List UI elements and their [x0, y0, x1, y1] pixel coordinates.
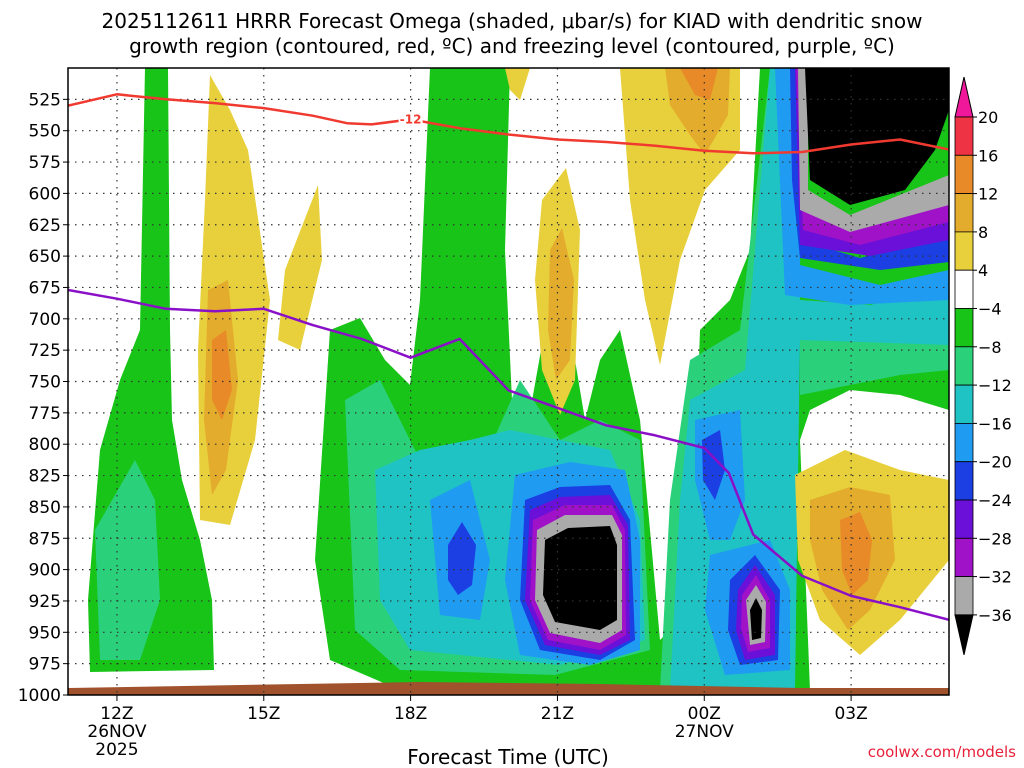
- colorbar-label: −24: [978, 491, 1012, 510]
- x-tick-label: 18Z: [394, 704, 427, 724]
- dgz-contour-label: -12: [400, 112, 422, 126]
- omega-region-cyan-right: [670, 68, 949, 690]
- dgz-label-bg: [398, 111, 423, 126]
- dgz-contour-line: [68, 93, 949, 155]
- y-tick-label: 925: [29, 592, 61, 612]
- x-tick-label: 03Z: [834, 704, 867, 724]
- y-tick-label: 525: [29, 90, 61, 110]
- x-tick-date: 27NOV: [675, 722, 734, 742]
- y-tick-label: 600: [29, 184, 61, 204]
- colorbar-label: 16: [978, 146, 998, 165]
- y-tick-label: 575: [29, 153, 61, 173]
- x-tick-label: 12Z: [100, 704, 133, 724]
- colorbar-top-cap: [954, 76, 974, 118]
- colorbar-label: −28: [978, 529, 1012, 548]
- y-tick-label: 750: [29, 373, 61, 393]
- colorbar-bin: [954, 422, 974, 463]
- y-tick-label: 625: [29, 216, 61, 236]
- y-tick-label: 650: [29, 247, 61, 267]
- colorbar-label: −20: [978, 453, 1012, 472]
- colorbar-bin: [954, 308, 974, 348]
- colorbar-bin: [954, 193, 974, 233]
- omega-region-orange-c: [840, 512, 872, 595]
- colorbar-bin: [954, 384, 974, 424]
- x-tick-year: 2025: [95, 740, 138, 760]
- colorbar-bin: [954, 269, 974, 309]
- colorbar-bin: [954, 154, 974, 195]
- omega-region-blue-upper: [790, 68, 949, 270]
- y-tick-label: 550: [29, 122, 61, 142]
- chart-title-line2: growth region (contoured, red, ºC) and f…: [129, 34, 895, 58]
- colorbar: 20 16 12 8 4 −4 −8 −12 −16 −20 −24 −28 −32 −36: [954, 76, 1012, 656]
- colorbar-bin: [954, 537, 974, 577]
- colorbar-bin: [954, 576, 974, 616]
- colorbar-label: −12: [978, 376, 1012, 395]
- x-tick-label: 00Z: [688, 704, 721, 724]
- colorbar-bin: [954, 116, 974, 156]
- colorbar-bin: [954, 461, 974, 501]
- colorbar-label: −16: [978, 414, 1012, 433]
- colorbar-label: 20: [978, 108, 998, 127]
- y-tick-label: 975: [29, 655, 61, 675]
- colorbar-bin: [954, 499, 974, 539]
- omega-region-black-core: [543, 526, 617, 630]
- colorbar-bottom-cap: [954, 614, 974, 656]
- omega-region-indigo-upper: [795, 68, 949, 256]
- x-tick-label: 21Z: [541, 704, 574, 724]
- omega-region-black-right: [750, 598, 762, 640]
- omega-region-seagreen: [95, 460, 160, 660]
- colorbar-label: −4: [978, 300, 1002, 319]
- y-tick-label: 850: [29, 498, 61, 518]
- x-axis-label: Forecast Time (UTC): [407, 745, 609, 768]
- x-tick-date: 26NOV: [87, 722, 146, 742]
- colorbar-label: −32: [978, 568, 1012, 587]
- omega-region-purple-upper: [796, 68, 949, 245]
- colorbar-label: 12: [978, 185, 998, 204]
- colorbar-label: 8: [978, 223, 988, 242]
- omega-region-blue-left: [448, 522, 476, 595]
- y-tick-label: 950: [29, 623, 61, 643]
- y-tick-label: 825: [29, 467, 61, 487]
- colorbar-label: −36: [978, 606, 1012, 625]
- x-tick-label: 15Z: [247, 704, 280, 724]
- colorbar-bin: [954, 231, 974, 271]
- plot-area: -12 525 550 575 600 625 650 675 700 725 750 775 800…: [18, 67, 950, 760]
- y-tick-label: 800: [29, 435, 61, 455]
- y-tick-label: 675: [29, 278, 61, 298]
- terrain-ground: [68, 682, 949, 695]
- y-tick-label: 875: [29, 529, 61, 549]
- y-tick-label: 900: [29, 561, 61, 581]
- y-tick-label: 700: [29, 310, 61, 330]
- colorbar-label: 4: [978, 261, 988, 280]
- omega-region-goldenrod-b: [548, 228, 574, 380]
- y-tick-label: 775: [29, 404, 61, 424]
- omega-region-gray-upper: [798, 68, 949, 232]
- omega-region-black-upper: [805, 68, 949, 205]
- contour-lines: -12: [68, 93, 949, 622]
- omega-region-orange-b: [680, 68, 718, 100]
- y-axis: 525 550 575 600 625 650 675 700 725 750 775 800 825 8…: [18, 90, 68, 706]
- omega-region-orange-a: [212, 330, 232, 420]
- omega-region-goldenrod-c: [665, 68, 730, 155]
- site-credit: coolwx.com/models: [868, 743, 1016, 761]
- y-tick-label: 1000: [18, 686, 61, 706]
- chart-title-line1: 2025112611 HRRR Forecast Omega (shaded, …: [102, 9, 923, 33]
- freezing-level-line: [68, 288, 949, 622]
- omega-shading: [88, 68, 949, 690]
- omega-region-yellow-c: [505, 68, 530, 100]
- colorbar-bin: [954, 346, 974, 386]
- omega-region-yellow-b: [278, 185, 322, 350]
- y-tick-label: 725: [29, 341, 61, 361]
- colorbar-label: −8: [978, 338, 1002, 357]
